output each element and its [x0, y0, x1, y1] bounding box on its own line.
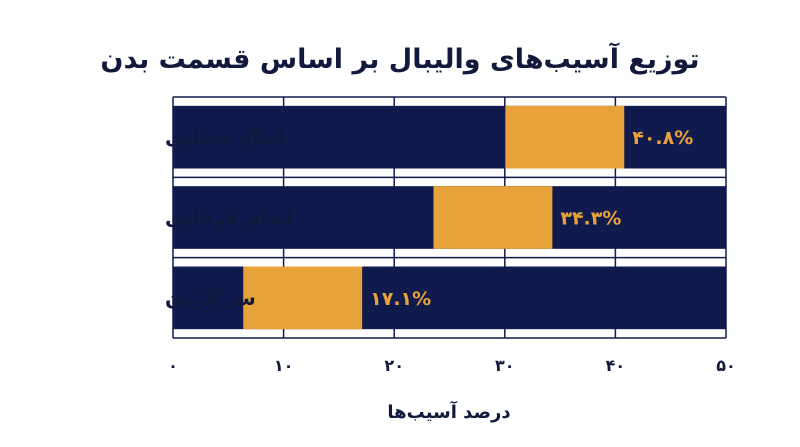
- x-tick-label-5: ۵۰: [716, 356, 736, 375]
- bars: ۴۰.۸% ۳۴.۳% ۱۷.۱%: [173, 105, 726, 330]
- x-tick-label-1: ۱۰: [274, 356, 294, 375]
- bar-2: [243, 266, 363, 330]
- x-tick-label-0: ۰: [168, 356, 178, 375]
- category-labels: اندام تحتانی اندام فوقانی سر/گردن: [165, 125, 293, 310]
- bar-1: [433, 186, 553, 249]
- data-label-1: ۳۴.۳%: [560, 208, 621, 230]
- x-axis-label: درصد آسیب‌ها: [387, 400, 510, 423]
- bar-background-0: [173, 105, 726, 169]
- x-tick-label-4: ۴۰: [606, 356, 626, 375]
- category-label-2: سر/گردن: [165, 286, 256, 310]
- chart-title: توزیع آسیب‌های والیبال بر اساس قسمت بدن: [100, 42, 699, 75]
- bar-0: [505, 105, 625, 169]
- category-label-1: اندام فوقانی: [165, 206, 293, 230]
- x-tick-label-3: ۳۰: [495, 356, 515, 375]
- data-label-0: ۴۰.۸%: [632, 127, 693, 149]
- x-tick-label-2: ۲۰: [384, 356, 404, 375]
- x-tick-labels: ۰ ۱۰ ۲۰ ۳۰ ۴۰ ۵۰: [168, 356, 736, 375]
- data-label-2: ۱۷.۱%: [370, 288, 431, 310]
- category-label-0: اندام تحتانی: [165, 125, 285, 149]
